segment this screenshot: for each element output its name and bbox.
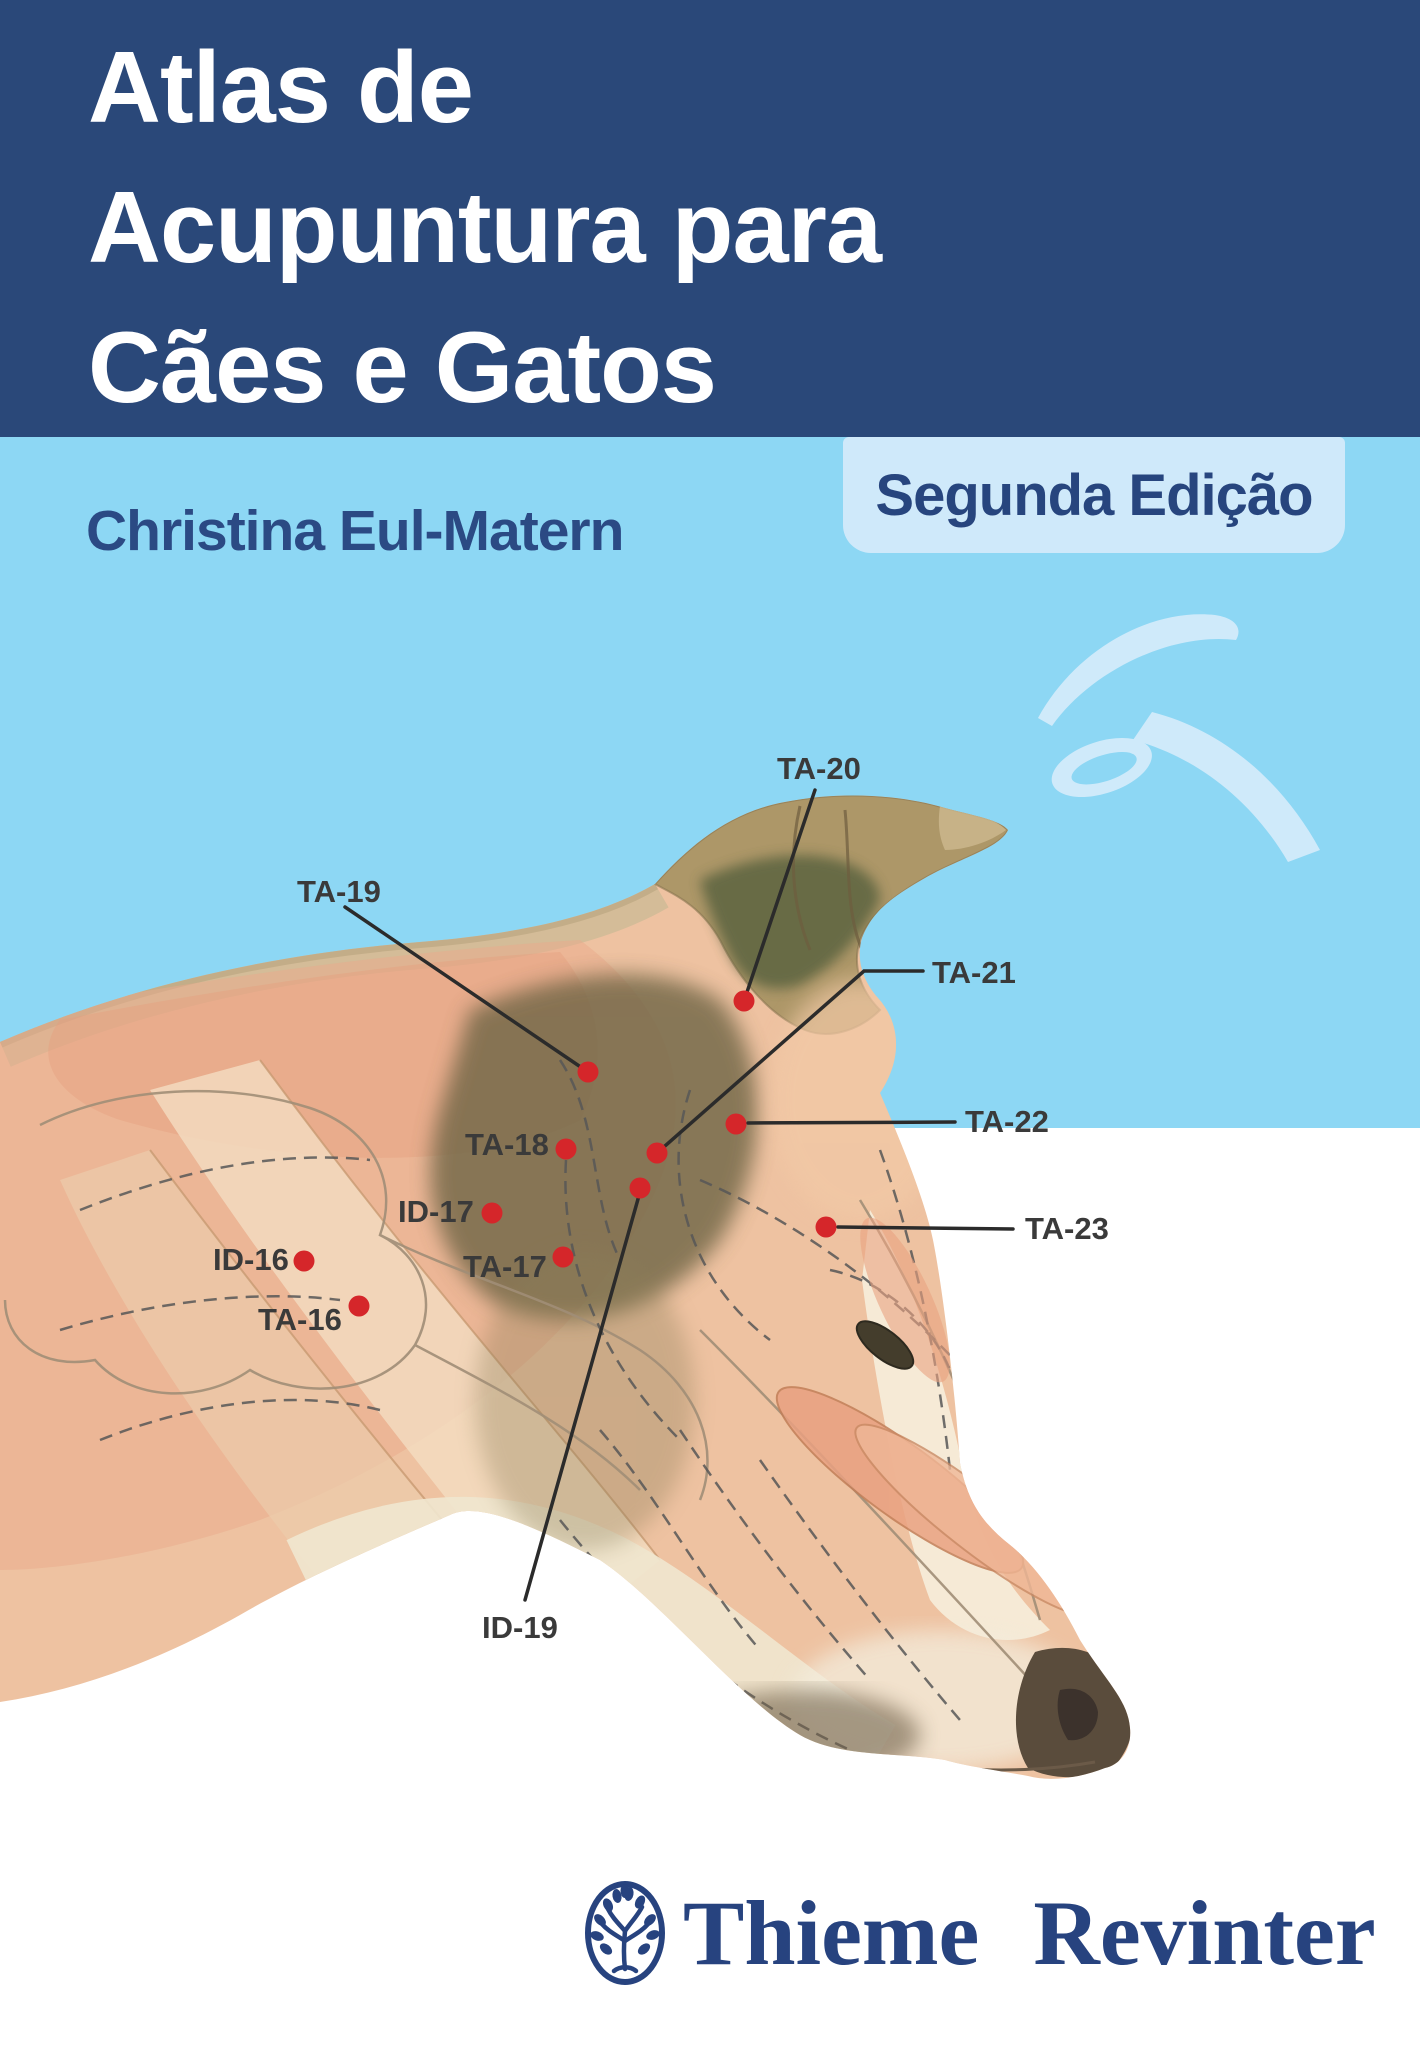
acupoint-label-TA-22: TA-22 xyxy=(965,1104,1049,1139)
acupoint-dot-TA-16 xyxy=(348,1295,370,1317)
leader-lines xyxy=(343,788,1015,1602)
acupoint-dot-ID-17 xyxy=(481,1202,503,1224)
tree-leaves xyxy=(590,1884,660,1955)
acupoint-label-ID-19: ID-19 xyxy=(482,1610,558,1645)
edition-badge: Segunda Edição xyxy=(843,437,1345,553)
cheek-shading xyxy=(475,1250,695,1550)
acupoint-dot-TA-19 xyxy=(577,1061,599,1083)
inner-ear-shadow xyxy=(700,855,880,989)
eye xyxy=(855,1320,915,1370)
acupoint-label-ID-16: ID-16 xyxy=(213,1242,289,1277)
leader-line-TA-20 xyxy=(742,788,817,1003)
ear-tip-highlight xyxy=(938,806,1006,850)
acupoint-label-TA-23: TA-23 xyxy=(1025,1211,1109,1246)
author-name: Christina Eul-Matern xyxy=(86,499,624,563)
numeral-2-swoosh-icon xyxy=(1038,614,1320,862)
acupoint-dot-TA-23 xyxy=(815,1216,837,1238)
brand-thieme: Thieme xyxy=(683,1882,980,1984)
ear-ridges xyxy=(791,805,864,951)
acupoint-dots xyxy=(293,990,837,1317)
acupoint-label-TA-18: TA-18 xyxy=(465,1127,549,1162)
leader-line-TA-23 xyxy=(836,1225,1015,1231)
brand-revinter: Revinter xyxy=(1033,1882,1376,1984)
leader-line-TA-19 xyxy=(343,905,590,1074)
acupoint-dot-TA-18 xyxy=(555,1138,577,1160)
leader-line-TA-22 xyxy=(746,1120,957,1125)
bone-outlines xyxy=(3,1089,1042,1681)
acupoint-label-TA-16: TA-16 xyxy=(258,1302,342,1337)
acupoint-dot-TA-20 xyxy=(733,990,755,1012)
chin-shadow xyxy=(680,1690,920,1779)
dark-cheek-patch xyxy=(430,974,758,1320)
temporal-muscle xyxy=(860,1217,950,1383)
acupoint-dot-ID-19 xyxy=(629,1177,651,1199)
leader-line-ID-19 xyxy=(523,1190,642,1602)
acupoint-label-TA-20: TA-20 xyxy=(777,751,861,786)
forehead-shading xyxy=(770,980,950,1220)
acupoint-dot-ID-16 xyxy=(293,1250,315,1272)
jaw-shadow xyxy=(590,1665,710,1735)
edition-badge-label: Segunda Edição xyxy=(875,462,1313,528)
nostril xyxy=(1057,1688,1098,1741)
acupoint-label-ID-17: ID-17 xyxy=(398,1194,474,1229)
acupoint-dot-TA-17 xyxy=(552,1246,574,1268)
acupoint-dot-TA-22 xyxy=(725,1113,747,1135)
thieme-tree-oval-icon xyxy=(585,1881,665,1985)
acupoint-label-TA-19: TA-19 xyxy=(297,874,381,909)
dog-head-illustration xyxy=(0,795,1131,1779)
leader-line-TA-21 xyxy=(655,969,925,1155)
acupoint-label-TA-17: TA-17 xyxy=(463,1249,547,1284)
book-title: Atlas de Acupuntura para Cães e Gatos xyxy=(88,32,882,424)
acupoint-label-TA-21: TA-21 xyxy=(932,955,1016,990)
header-band: Atlas de Acupuntura para Cães e Gatos xyxy=(0,0,1420,437)
acupoint-dot-TA-21 xyxy=(646,1142,668,1164)
publisher-logo: Thieme Revinter xyxy=(583,1878,1376,1988)
